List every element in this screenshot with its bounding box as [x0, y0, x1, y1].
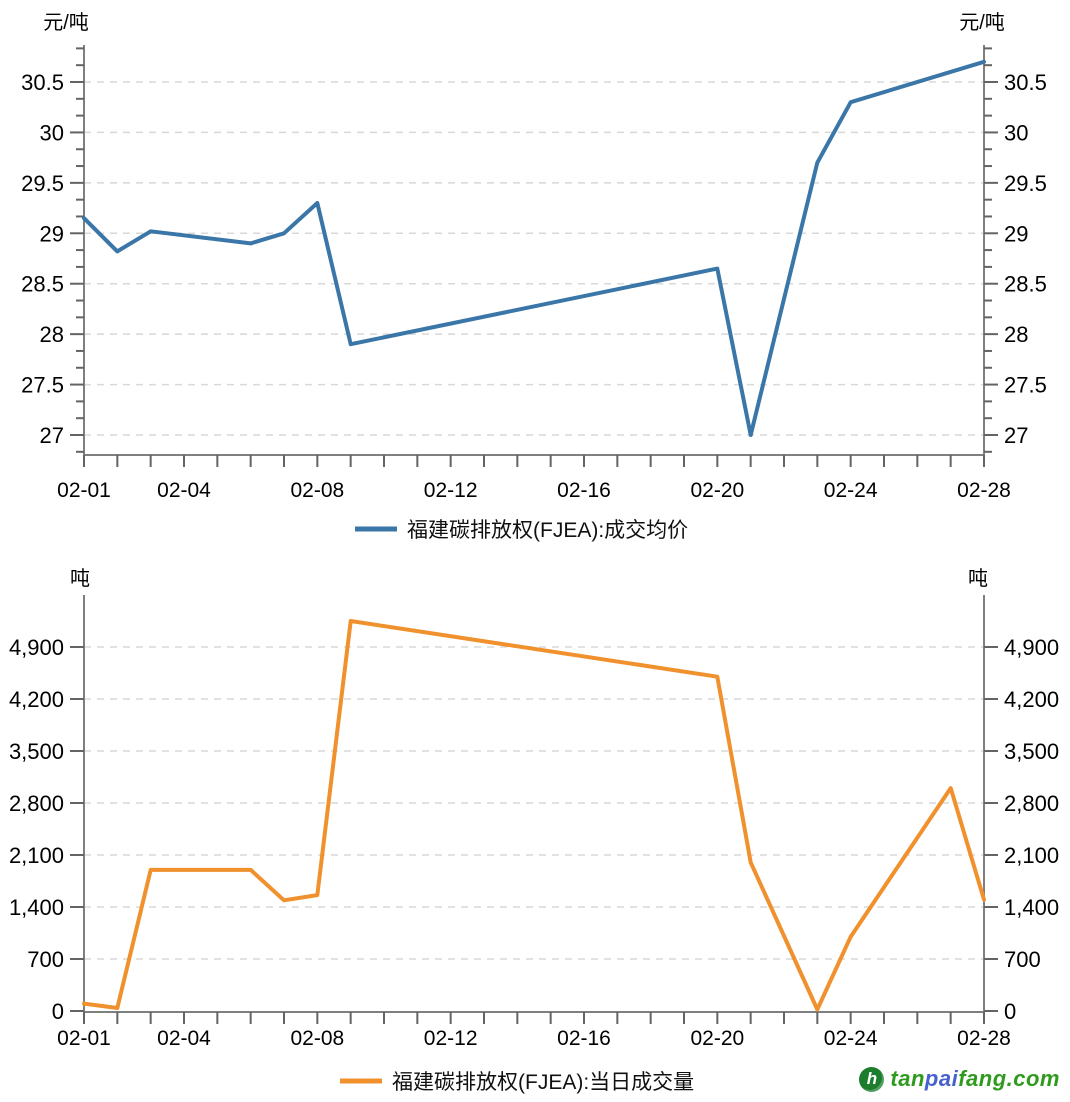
volume-y-unit-left: 吨 — [70, 567, 90, 590]
price-chart: 元/吨 元/吨 27 27 27.5 27.5 28 28 28.5 28.5 29 29 29.5… — [21, 11, 1047, 542]
logo-part-tan: tan — [890, 1066, 925, 1091]
y-tick-label-right: 3,500 — [1004, 739, 1059, 764]
x-tick-label: 02-04 — [157, 479, 211, 502]
volume-y-unit-right: 吨 — [968, 567, 988, 590]
x-tick-label: 02-16 — [557, 1027, 611, 1050]
y-tick-label-right: 30.5 — [1004, 70, 1047, 95]
volume-legend-label: 福建碳排放权(FJEA):当日成交量 — [392, 1071, 694, 1094]
y-tick-label-left: 1,400 — [9, 895, 64, 920]
price-y-unit-left: 元/吨 — [43, 11, 89, 34]
y-tick-label-left: 30.5 — [21, 70, 64, 95]
logo-part-fang: fang.com — [958, 1066, 1060, 1091]
price-legend-label: 福建碳排放权(FJEA):成交均价 — [407, 519, 688, 542]
y-tick-label-right: 4,200 — [1004, 687, 1059, 712]
price-legend: 福建碳排放权(FJEA):成交均价 — [355, 519, 688, 542]
y-tick-label-right: 28 — [1004, 322, 1028, 347]
price-y-unit-right: 元/吨 — [959, 11, 1005, 34]
volume-plot-area: 0 0 700 700 1,400 1,400 2,100 2,100 2,800 2,800 3,… — [9, 595, 1059, 1050]
y-tick-label-left: 4,200 — [9, 687, 64, 712]
y-tick-label-left: 0 — [52, 999, 64, 1024]
y-tick-label-right: 27.5 — [1004, 373, 1047, 398]
tanpaifang-logo: h tanpaifang.com — [859, 1063, 1060, 1095]
price-chart-section: 元/吨 元/吨 27 27 27.5 27.5 28 28 28.5 28.5 29 29 29.5… — [21, 11, 1047, 542]
y-tick-label-left: 30 — [40, 120, 64, 145]
x-tick-label: 02-28 — [957, 1027, 1011, 1050]
y-tick-label-left: 2,800 — [9, 791, 64, 816]
y-tick-label-left: 28.5 — [21, 272, 64, 297]
x-tick-label: 02-08 — [290, 1027, 344, 1050]
y-tick-label-left: 27.5 — [21, 373, 64, 398]
y-tick-label-right: 2,800 — [1004, 791, 1059, 816]
volume-legend: 福建碳排放权(FJEA):当日成交量 — [340, 1071, 694, 1094]
y-tick-label-left: 29.5 — [21, 171, 64, 196]
volume-chart: 吨 吨 0 0 700 700 1,400 1,400 2,100 2,100 2,800 2,8… — [9, 567, 1059, 1094]
y-tick-label-right: 29.5 — [1004, 171, 1047, 196]
x-tick-label: 02-24 — [824, 1027, 878, 1050]
x-tick-label: 02-04 — [157, 1027, 211, 1050]
y-tick-label-left: 28 — [40, 322, 64, 347]
series-line — [82, 59, 986, 437]
x-tick-label: 02-08 — [290, 479, 344, 502]
x-tick-label: 02-20 — [690, 479, 744, 502]
tanpaifang-logo-text: tanpaifang.com — [890, 1066, 1060, 1092]
x-tick-label: 02-16 — [557, 479, 611, 502]
y-tick-label-left: 2,100 — [9, 843, 64, 868]
logo-part-pai: pai — [924, 1066, 959, 1091]
y-tick-label-right: 27 — [1004, 423, 1028, 448]
y-tick-label-left: 29 — [40, 221, 64, 246]
y-tick-label-right: 28.5 — [1004, 272, 1047, 297]
series-line — [82, 619, 986, 1012]
x-tick-label: 02-01 — [57, 479, 111, 502]
price-plot-area: 27 27 27.5 27.5 28 28 28.5 28.5 29 29 29.5 29.5 30 30… — [21, 45, 1047, 502]
x-tick-label: 02-28 — [957, 479, 1011, 502]
x-tick-label: 02-12 — [424, 479, 478, 502]
y-tick-label-right: 2,100 — [1004, 843, 1059, 868]
y-tick-label-right: 0 — [1004, 999, 1016, 1024]
x-tick-label: 02-12 — [424, 1027, 478, 1050]
y-tick-label-right: 29 — [1004, 221, 1028, 246]
y-tick-label-right: 700 — [1004, 947, 1041, 972]
x-tick-label: 02-20 — [690, 1027, 744, 1050]
y-tick-label-left: 700 — [27, 947, 64, 972]
y-tick-label-right: 4,900 — [1004, 635, 1059, 660]
y-tick-label-right: 30 — [1004, 120, 1028, 145]
y-tick-label-left: 3,500 — [9, 739, 64, 764]
y-tick-label-left: 27 — [40, 423, 64, 448]
tanpaifang-leaf-icon: h — [859, 1066, 885, 1092]
x-tick-label: 02-01 — [57, 1027, 111, 1050]
y-tick-label-left: 4,900 — [9, 635, 64, 660]
volume-chart-section: 吨 吨 0 0 700 700 1,400 1,400 2,100 2,100 2,800 2,8… — [0, 555, 1070, 1102]
x-tick-label: 02-24 — [824, 479, 878, 502]
y-tick-label-right: 1,400 — [1004, 895, 1059, 920]
